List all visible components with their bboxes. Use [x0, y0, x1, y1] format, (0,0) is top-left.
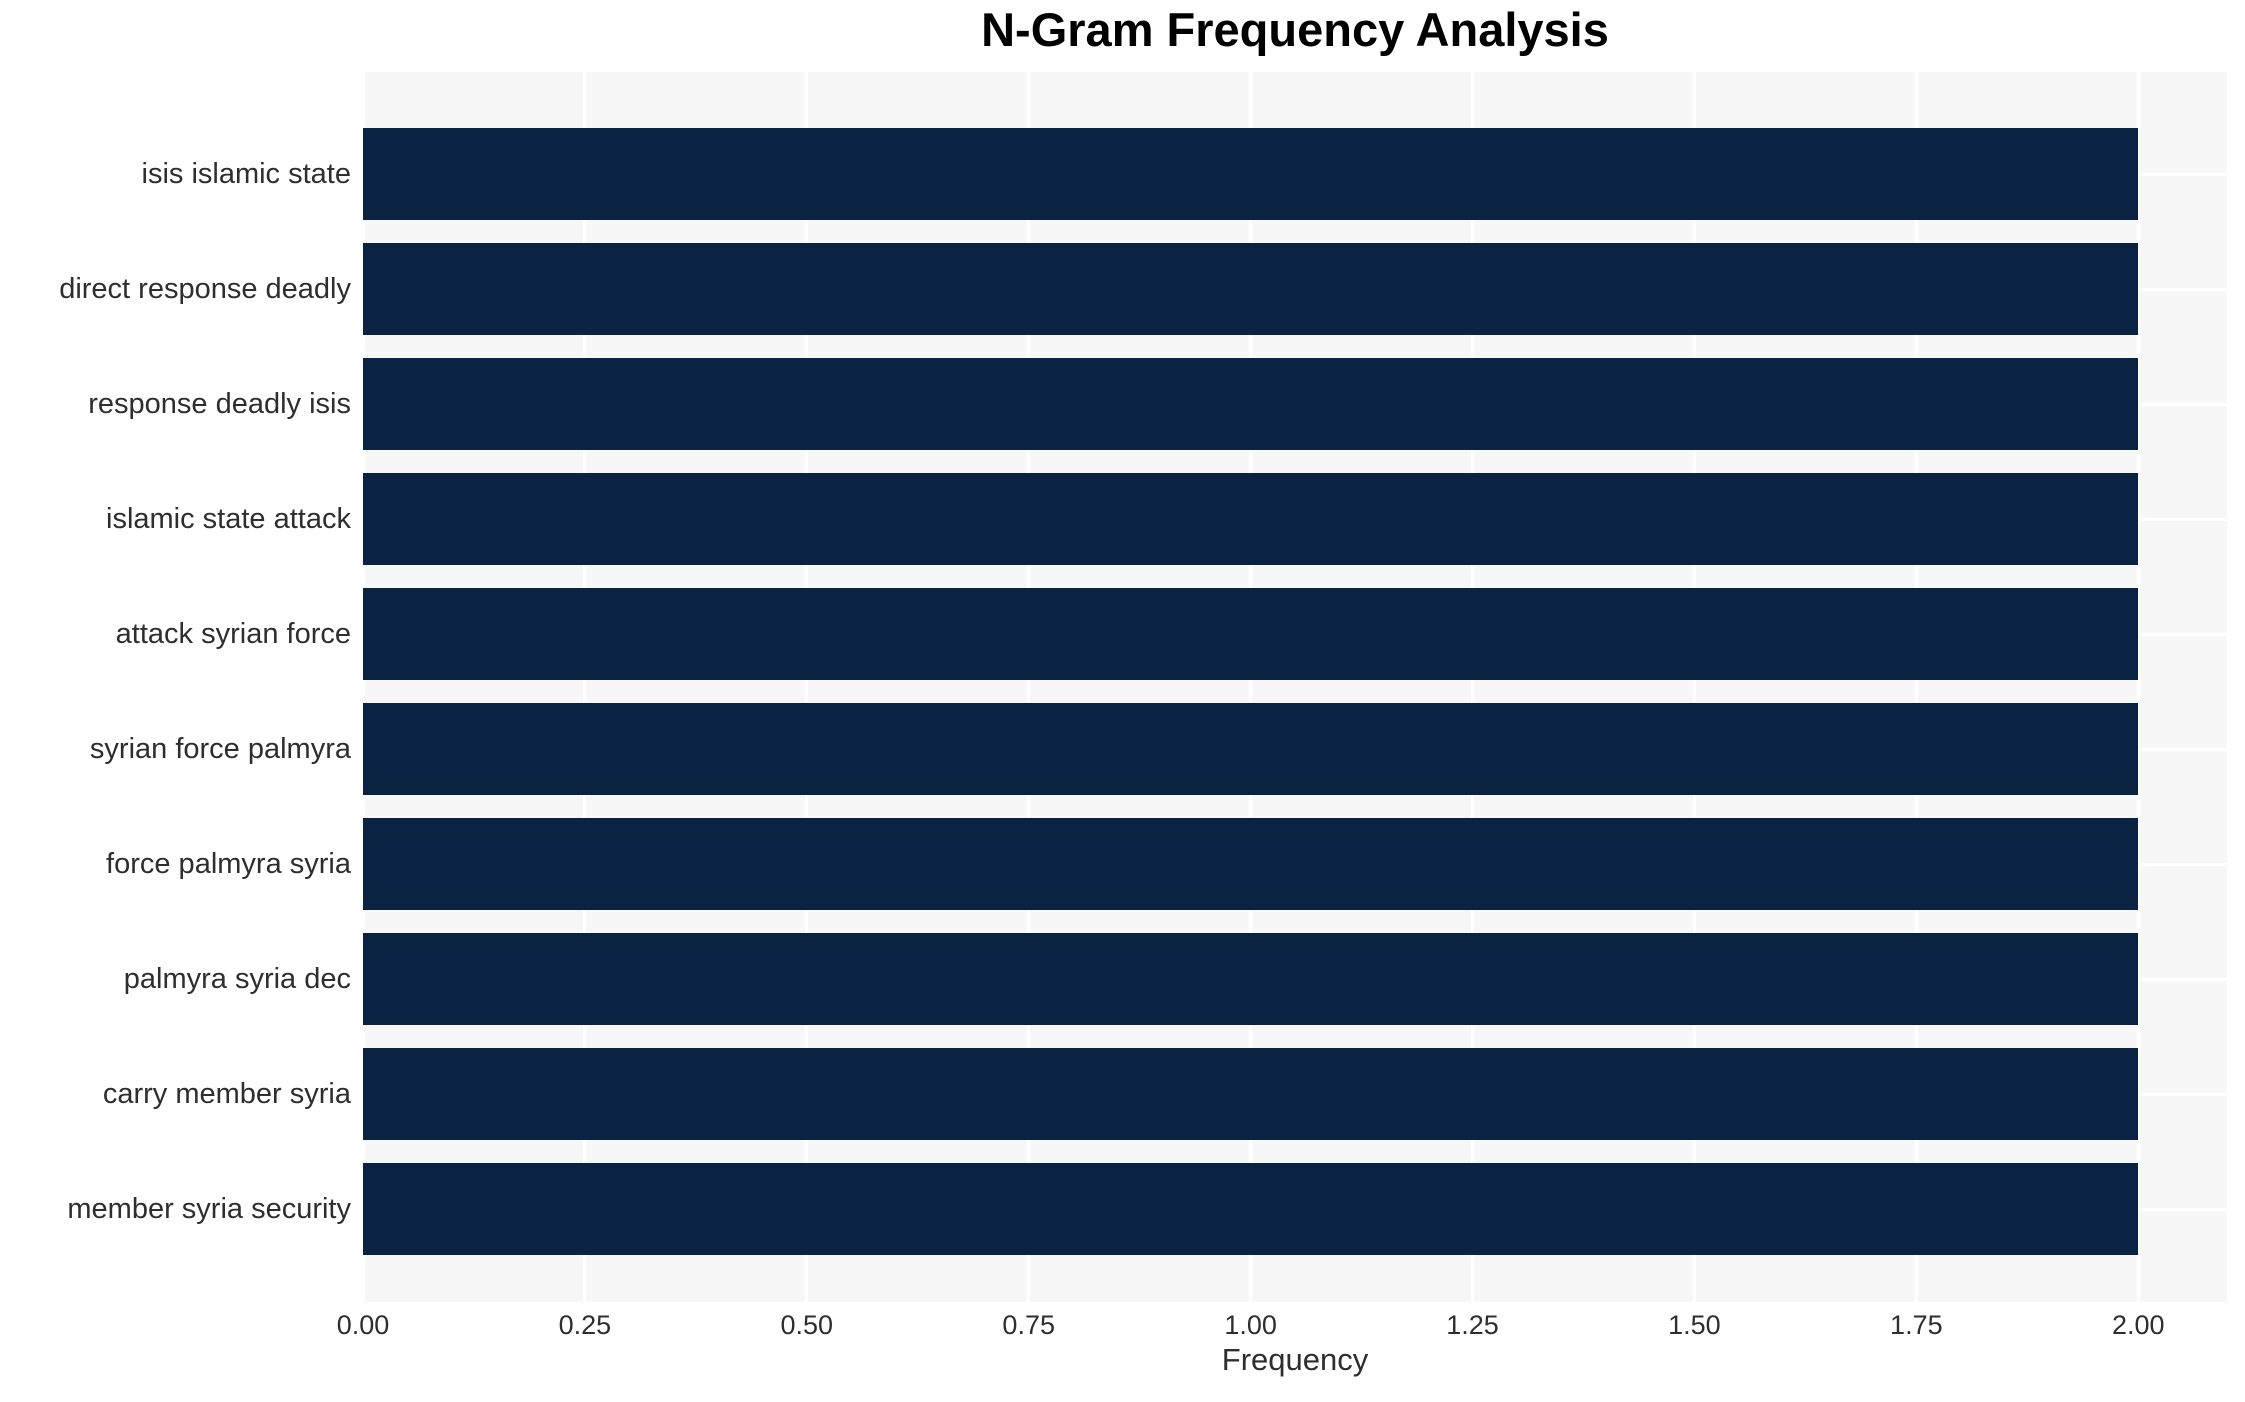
bar: [363, 933, 2139, 1025]
x-gridline: [1249, 72, 1253, 1302]
x-gridline: [1914, 72, 1918, 1302]
bar: [363, 1163, 2139, 1255]
category-label: attack syrian force: [115, 618, 351, 650]
x-tick-label: 1.50: [1668, 1310, 1721, 1340]
x-gridline: [361, 72, 365, 1302]
x-tick-label: 0.00: [336, 1310, 390, 1340]
x-tick-label: 0.25: [558, 1310, 612, 1340]
x-gridline: [2136, 72, 2140, 1302]
x-axis-label: Frequency: [1221, 1342, 1369, 1377]
bar: [363, 243, 2139, 335]
bar: [363, 588, 2139, 680]
bar: [363, 1048, 2139, 1140]
category-label: member syria security: [67, 1193, 351, 1225]
category-label: response deadly isis: [88, 388, 351, 420]
x-gridline: [805, 72, 809, 1302]
category-label: isis islamic state: [141, 158, 352, 190]
x-tick-label: 1.00: [1224, 1310, 1277, 1340]
category-label: carry member syria: [102, 1078, 351, 1110]
x-tick-label: 0.75: [1002, 1310, 1055, 1340]
x-gridline: [1027, 72, 1031, 1302]
x-gridline: [583, 72, 587, 1302]
x-gridline: [1692, 72, 1696, 1302]
chart-title: N-Gram Frequency Analysis: [981, 3, 1609, 56]
category-label: force palmyra syria: [106, 848, 351, 880]
plot-panel: [361, 72, 2227, 1302]
x-tick-label: 1.75: [1890, 1310, 1943, 1340]
category-label: syrian force palmyra: [89, 733, 351, 765]
bar: [363, 703, 2139, 795]
category-label: direct response deadly: [59, 273, 351, 305]
bar: [363, 358, 2139, 450]
bar: [363, 818, 2139, 910]
category-label: palmyra syria dec: [123, 963, 351, 995]
x-gridline: [1471, 72, 1475, 1302]
category-label: islamic state attack: [106, 503, 351, 535]
bar: [363, 473, 2139, 565]
x-tick-label: 2.00: [2111, 1310, 2165, 1340]
x-tick-label: 0.50: [780, 1310, 834, 1340]
x-tick-label: 1.25: [1446, 1310, 1499, 1340]
bar: [363, 128, 2139, 220]
